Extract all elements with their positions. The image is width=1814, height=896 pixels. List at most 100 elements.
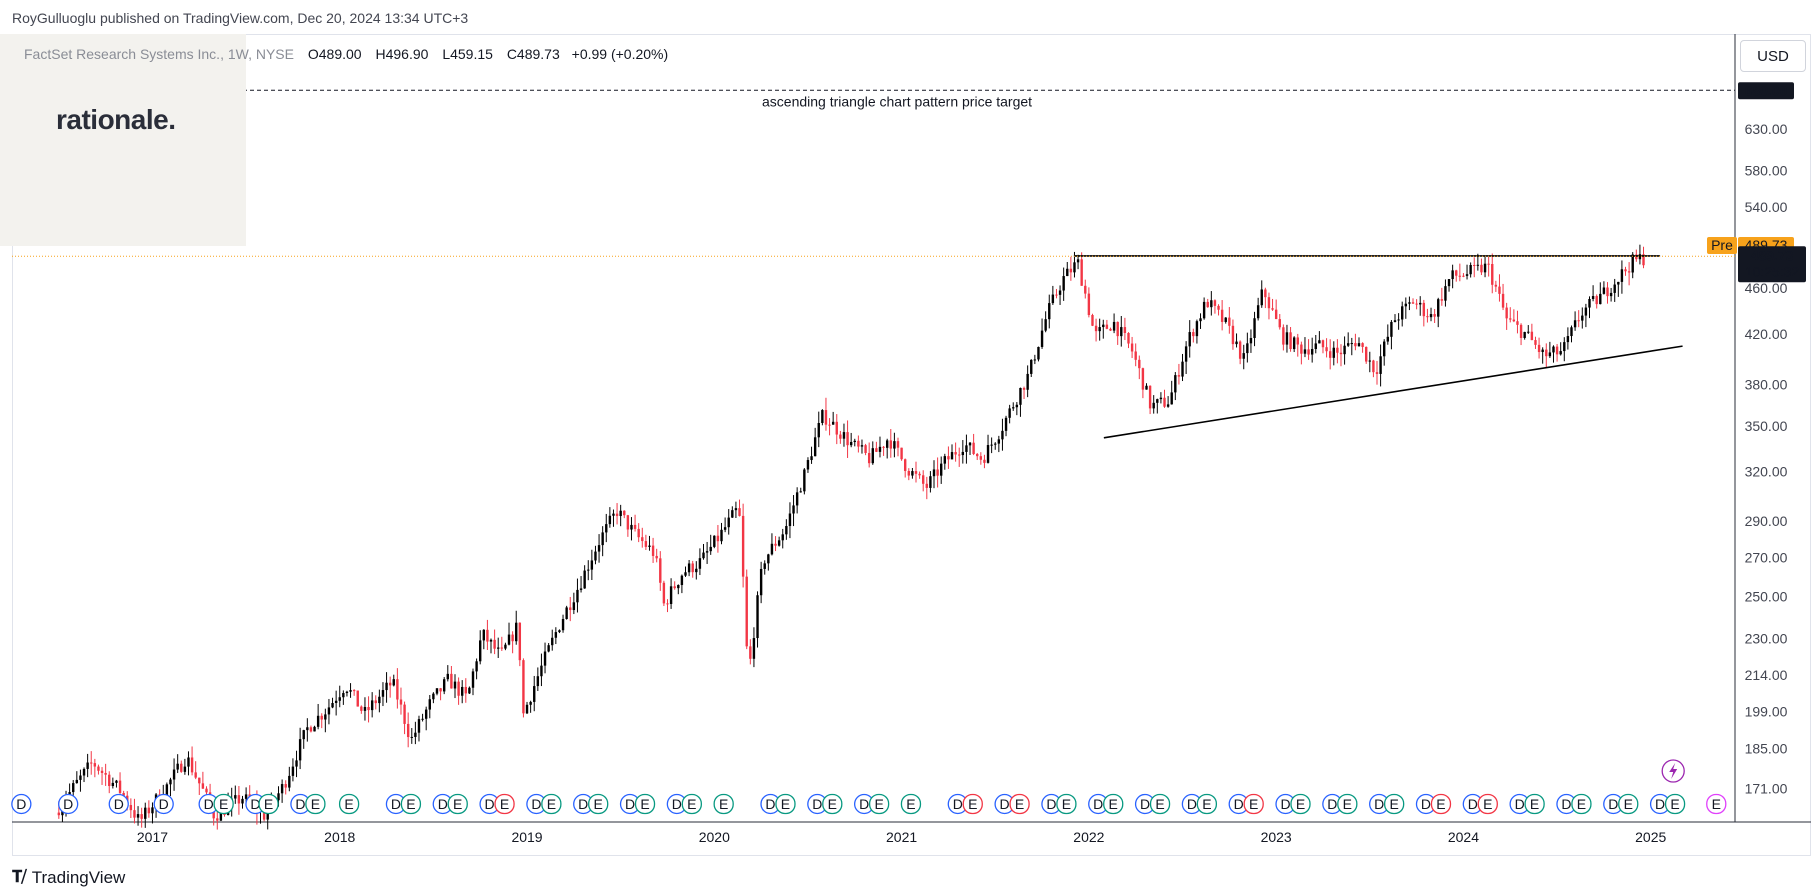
chart-frame bbox=[12, 34, 1811, 856]
earnings-marker[interactable] bbox=[400, 793, 422, 815]
earnings-marker[interactable] bbox=[681, 793, 702, 815]
earnings-miss-marker[interactable] bbox=[494, 793, 515, 815]
candle-body bbox=[216, 818, 219, 821]
candle-body bbox=[352, 690, 356, 692]
candle-body bbox=[464, 686, 468, 694]
candle-body bbox=[518, 622, 522, 661]
earnings-miss-marker[interactable] bbox=[1009, 793, 1030, 815]
candle-body bbox=[857, 440, 860, 447]
earnings-marker[interactable] bbox=[1149, 793, 1171, 815]
earnings-marker[interactable] bbox=[822, 793, 843, 815]
earnings-marker[interactable] bbox=[305, 793, 326, 815]
candle-body bbox=[302, 730, 305, 740]
candle-body bbox=[558, 630, 561, 633]
earnings-miss-marker[interactable] bbox=[1477, 793, 1498, 815]
currency-button[interactable]: USD bbox=[1740, 40, 1806, 72]
earnings-miss-marker-label: E bbox=[1483, 796, 1492, 812]
candle-body bbox=[122, 792, 125, 796]
candle-body bbox=[108, 774, 111, 787]
candle-body bbox=[554, 632, 558, 638]
candle-body bbox=[1379, 356, 1382, 374]
earnings-marker[interactable] bbox=[1056, 793, 1077, 815]
candle-body bbox=[417, 719, 421, 733]
candle-body bbox=[1447, 279, 1451, 287]
candle-body bbox=[1249, 337, 1253, 344]
earnings-marker[interactable] bbox=[1290, 793, 1311, 815]
price-tick-label: 199.00 bbox=[1745, 704, 1788, 720]
dividend-marker-label: D bbox=[1515, 796, 1525, 812]
earnings-marker[interactable] bbox=[258, 793, 279, 815]
candle-body bbox=[1224, 317, 1227, 322]
earnings-marker-label: E bbox=[1109, 796, 1118, 812]
dividend-marker-label: D bbox=[1000, 796, 1010, 812]
candle-body bbox=[1541, 349, 1544, 353]
earnings-marker[interactable] bbox=[1383, 793, 1405, 815]
earnings-miss-marker[interactable] bbox=[1430, 793, 1452, 815]
candle-body bbox=[734, 508, 738, 511]
candle-body bbox=[1339, 352, 1343, 355]
earnings-marker[interactable] bbox=[1571, 793, 1592, 815]
dividend-marker[interactable] bbox=[153, 793, 174, 815]
earnings-marker[interactable] bbox=[1196, 793, 1218, 815]
candle-body bbox=[684, 572, 687, 576]
candle-body bbox=[597, 545, 601, 552]
candle-body bbox=[1545, 349, 1548, 357]
earnings-marker[interactable] bbox=[213, 793, 234, 815]
earnings-miss-marker[interactable] bbox=[962, 793, 983, 815]
candle-body bbox=[1465, 274, 1469, 276]
candle-body bbox=[1116, 321, 1119, 337]
candle-body bbox=[1033, 359, 1037, 361]
candle-body bbox=[1494, 284, 1498, 287]
earnings-marker[interactable] bbox=[1524, 793, 1545, 815]
dividend-marker-label: D bbox=[1093, 796, 1103, 812]
candle-body bbox=[1105, 324, 1109, 329]
candle-body bbox=[968, 442, 972, 446]
earnings-marker[interactable] bbox=[634, 793, 656, 815]
dividend-marker-label: D bbox=[531, 796, 541, 812]
candle-body bbox=[1238, 341, 1242, 359]
earnings-marker[interactable] bbox=[900, 793, 922, 815]
dividend-marker-label: D bbox=[1187, 796, 1197, 812]
candle-body bbox=[1220, 309, 1224, 322]
support-trendline[interactable] bbox=[1103, 345, 1683, 439]
earnings-marker[interactable] bbox=[1618, 793, 1639, 815]
earnings-marker[interactable] bbox=[1337, 793, 1358, 815]
candle-body bbox=[630, 524, 633, 530]
earnings-miss-marker[interactable] bbox=[1243, 793, 1264, 815]
earnings-marker[interactable] bbox=[588, 793, 609, 815]
tradingview-logo-icon: 𝐓⧸ bbox=[12, 869, 27, 886]
candle-body bbox=[511, 634, 514, 642]
dividend-marker-label: D bbox=[1608, 796, 1618, 812]
candle-body bbox=[219, 808, 223, 821]
earnings-marker[interactable] bbox=[1103, 793, 1124, 815]
candle-body bbox=[1285, 332, 1289, 345]
candle-body bbox=[497, 647, 500, 649]
dividend-marker[interactable] bbox=[11, 793, 32, 815]
earnings-marker[interactable] bbox=[868, 793, 890, 815]
earnings-marker[interactable] bbox=[713, 793, 734, 815]
candle-body bbox=[623, 510, 626, 516]
candle-body bbox=[1001, 430, 1004, 440]
earnings-marker[interactable] bbox=[447, 793, 468, 815]
candle-body bbox=[356, 690, 359, 707]
candle-body bbox=[1195, 321, 1199, 337]
dividend-marker[interactable] bbox=[108, 793, 129, 815]
candle-body bbox=[1040, 330, 1044, 347]
candle-body bbox=[662, 582, 666, 604]
dividend-marker[interactable] bbox=[58, 793, 79, 815]
target-price-tag bbox=[1738, 82, 1794, 100]
candle-body bbox=[1393, 320, 1397, 322]
future-earnings-marker[interactable] bbox=[1706, 793, 1727, 815]
candle-body bbox=[93, 763, 97, 767]
candle-body bbox=[590, 560, 594, 570]
earnings-marker[interactable] bbox=[338, 793, 360, 815]
candle-body bbox=[288, 775, 291, 788]
earnings-marker[interactable] bbox=[775, 793, 796, 815]
candle-body bbox=[763, 563, 766, 569]
candle-body bbox=[1289, 332, 1292, 350]
candle-body bbox=[406, 723, 410, 738]
candle-body bbox=[1246, 343, 1249, 354]
earnings-marker[interactable] bbox=[541, 793, 562, 815]
earnings-marker[interactable] bbox=[1664, 793, 1686, 815]
